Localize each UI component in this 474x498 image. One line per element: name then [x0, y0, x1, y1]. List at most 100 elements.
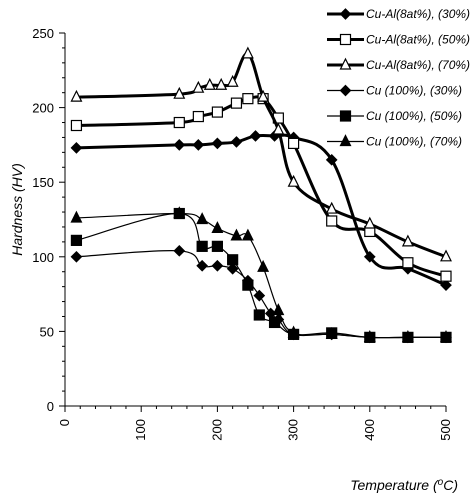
series-1 [70, 130, 452, 291]
data-point-diamond [173, 139, 186, 151]
data-point-square [339, 33, 352, 46]
legend-label: Cu (100%), (70%) [366, 135, 462, 149]
legend-item: Cu-Al(8at%), (30%) [327, 7, 470, 21]
data-point-square [211, 106, 223, 118]
data-point-square [402, 257, 414, 269]
data-point-diamond [440, 279, 452, 291]
data-point-square [326, 215, 338, 227]
data-point-triangle [215, 77, 228, 90]
y-tick-label: 250 [32, 26, 54, 41]
data-point-triangle [339, 134, 352, 147]
x-tick-label: 100 [133, 419, 148, 441]
data-point-diamond [70, 142, 83, 154]
series-3 [70, 46, 452, 262]
data-point-triangle [173, 86, 186, 99]
x-tick-label: 500 [438, 419, 453, 441]
data-point-triangle [257, 259, 270, 272]
data-point-triangle [226, 74, 239, 87]
data-point-triangle [241, 46, 254, 59]
series-layer [70, 46, 452, 344]
y-tick-label: 100 [32, 250, 54, 265]
data-point-triangle [211, 221, 224, 234]
data-point-triangle [70, 210, 83, 223]
x-axis-title-unit: C) [443, 477, 458, 493]
data-point-triangle [287, 325, 300, 338]
series-6 [70, 206, 452, 342]
data-point-diamond [230, 136, 243, 148]
data-point-triangle [325, 201, 338, 214]
data-point-square [192, 110, 204, 123]
x-axis-title-main: Temperature ( [350, 477, 439, 493]
data-point-square [196, 240, 208, 252]
x-tick-labels: 0 100 200 300 400 500 [57, 419, 453, 441]
data-point-triangle [241, 228, 254, 241]
data-point-triangle [70, 89, 83, 102]
data-point-square [227, 254, 239, 266]
data-point-triangle [440, 249, 452, 262]
data-point-triangle [272, 303, 285, 316]
data-point-triangle [257, 89, 270, 102]
y-tick-label: 50 [40, 324, 54, 339]
series-line [76, 95, 447, 278]
axes-layer [59, 32, 447, 412]
data-point-triangle [230, 228, 243, 241]
data-point-triangle [203, 77, 216, 90]
x-axis-title: Temperature (oC) [350, 477, 458, 494]
series-5 [70, 207, 452, 343]
legend-item: Cu (100%), (50%) [327, 109, 462, 123]
data-point-square [242, 279, 254, 291]
data-point-square [440, 270, 452, 282]
data-point-diamond [192, 139, 205, 151]
data-point-diamond [70, 250, 83, 263]
legend-item: Cu (100%), (70%) [327, 134, 462, 149]
data-point-diamond [226, 262, 239, 275]
legend: Cu-Al(8at%), (30%) Cu-Al(8at%), (50%) Cu-A… [327, 7, 470, 149]
legend-item: Cu-Al(8at%), (70%) [327, 57, 470, 72]
data-point-diamond [325, 153, 338, 166]
data-point-diamond [339, 8, 352, 20]
data-point-square [70, 119, 83, 132]
data-point-triangle [173, 206, 186, 219]
data-point-triangle [401, 330, 414, 342]
data-point-diamond [249, 130, 262, 142]
legend-label: Cu-Al(8at%), (50%) [366, 33, 470, 47]
data-point-square [230, 97, 243, 109]
legend-item: Cu (100%), (30%) [327, 84, 462, 98]
y-tick-label: 0 [47, 399, 54, 414]
series-4 [70, 244, 452, 344]
data-point-diamond [253, 289, 266, 302]
data-point-square [268, 316, 281, 329]
x-axis-title-degree: o [438, 477, 444, 488]
data-point-triangle [272, 122, 285, 135]
data-point-square [173, 116, 185, 129]
legend-label: Cu (100%), (30%) [366, 84, 462, 98]
data-point-diamond [173, 244, 186, 257]
data-point-triangle [192, 80, 205, 93]
data-point-diamond [196, 259, 209, 272]
data-point-square [253, 309, 265, 321]
y-tick-label: 200 [32, 101, 54, 116]
legend-item: Cu-Al(8at%), (50%) [327, 33, 470, 47]
x-tick-label: 0 [57, 419, 72, 426]
y-tick-label: 150 [32, 175, 54, 190]
data-point-triangle [401, 234, 414, 247]
y-axis-title: Hardness (HV) [9, 163, 25, 256]
data-point-diamond [211, 259, 224, 272]
data-point-triangle [287, 174, 300, 187]
x-tick-label: 300 [286, 419, 301, 441]
data-point-triangle [363, 216, 376, 229]
data-point-square [242, 93, 254, 105]
data-point-triangle [339, 57, 352, 70]
legend-label: Cu-Al(8at%), (30%) [366, 7, 470, 21]
data-point-square [70, 234, 83, 246]
data-point-square [339, 110, 352, 122]
data-point-square [211, 240, 223, 252]
data-point-triangle [440, 330, 452, 342]
data-point-diamond [363, 250, 376, 263]
data-point-diamond [211, 137, 224, 150]
data-point-triangle [196, 212, 209, 225]
data-point-triangle [363, 330, 376, 342]
x-tick-label: 200 [209, 419, 224, 441]
y-tick-labels: 0 50 100 150 200 250 [32, 26, 54, 414]
